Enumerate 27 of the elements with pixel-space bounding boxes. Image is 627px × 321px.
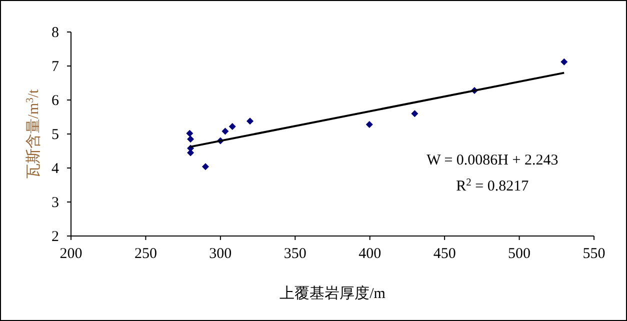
x-tick-label: 200 — [60, 246, 82, 262]
y-tick-label: 3 — [52, 195, 59, 211]
y-tick-label: 7 — [52, 59, 60, 75]
point — [222, 128, 229, 135]
x-tick-label: 400 — [358, 246, 382, 262]
y-tick-label: 2 — [52, 229, 59, 245]
point — [187, 136, 194, 143]
x-tick-label: 300 — [209, 246, 232, 262]
x-tick-label: 450 — [433, 246, 456, 262]
point — [186, 130, 194, 137]
point — [246, 118, 254, 125]
y-tick-label: 8 — [52, 25, 59, 41]
point — [228, 123, 236, 130]
x-tick-label: 500 — [508, 246, 531, 262]
annotation: W = 0.0086H + 2.243 — [426, 152, 558, 169]
x-tick-label: 550 — [582, 246, 606, 262]
point — [560, 58, 568, 66]
point — [202, 163, 209, 170]
point — [411, 110, 418, 118]
x-tick-label: 350 — [284, 246, 306, 262]
y-tick-label: 6 — [52, 93, 60, 109]
x-tick-label: 250 — [134, 246, 157, 262]
x-axis-title: 上覆基岩厚度/m — [280, 285, 386, 302]
point — [366, 120, 373, 128]
y-tick-label: 5 — [52, 127, 59, 143]
annotation: R$^{2}$ = 0.8217 — [456, 177, 530, 195]
y-tick-label: 4 — [52, 161, 60, 177]
